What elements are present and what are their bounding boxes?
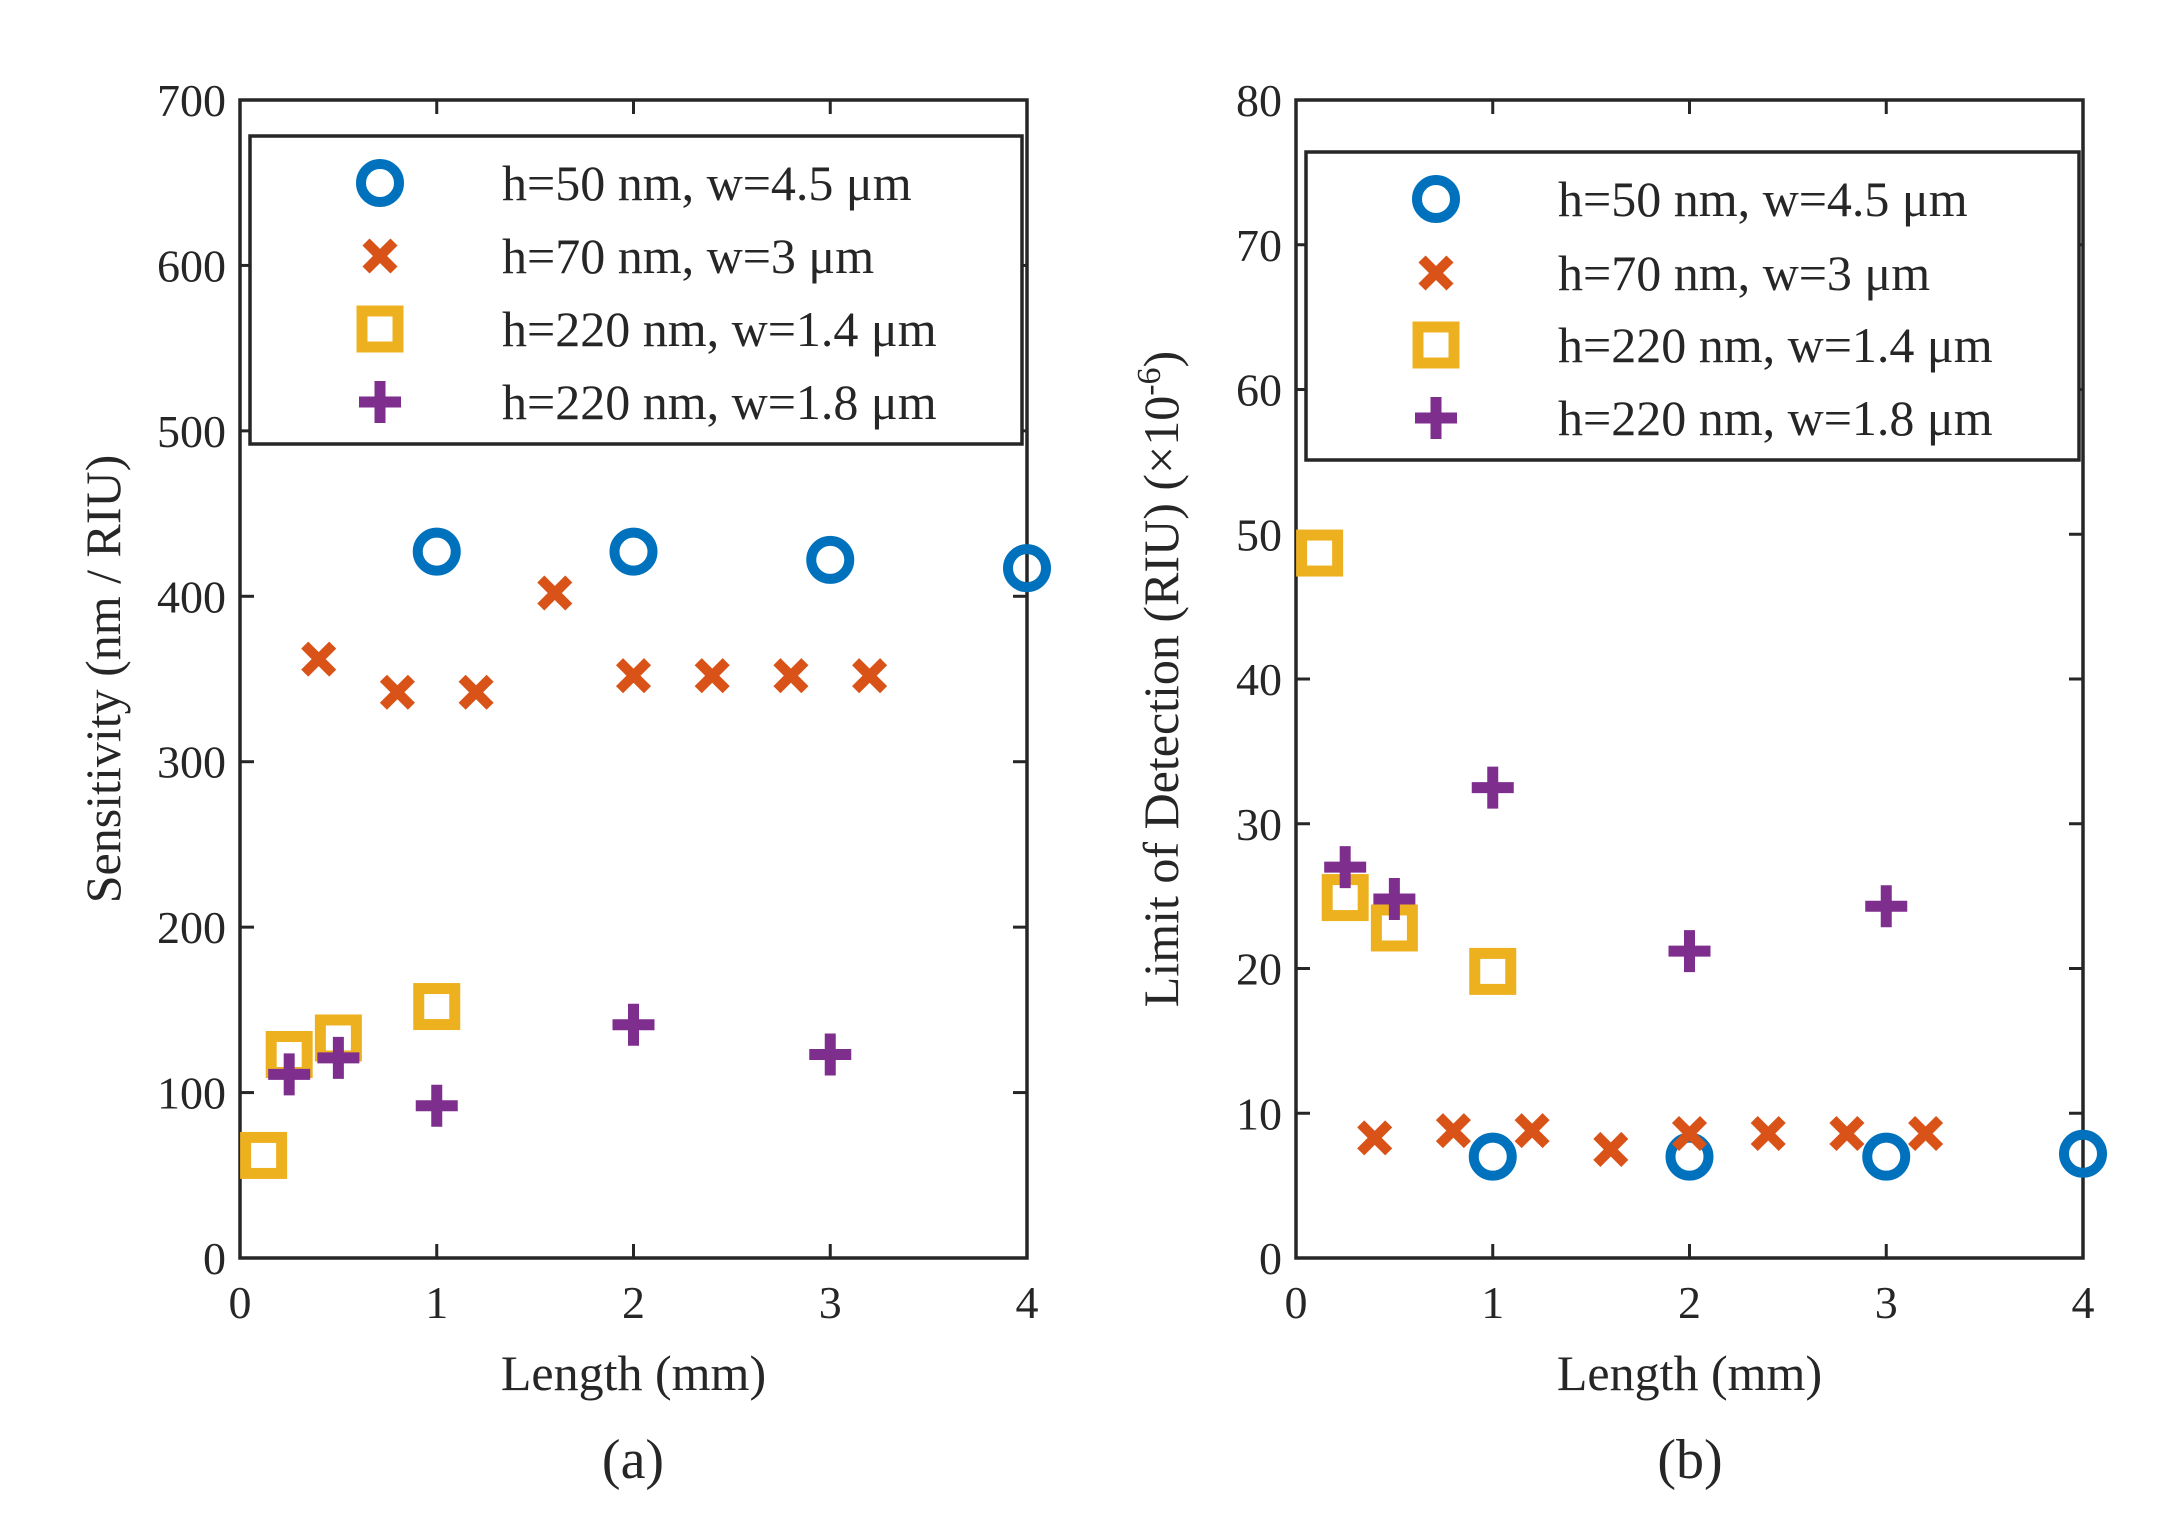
x-tick-label: 2 [1678, 1277, 1701, 1328]
y-tick-label: 80 [1236, 75, 1282, 126]
x-tick-label: 4 [2072, 1277, 2095, 1328]
x-tick-label: 0 [229, 1277, 252, 1328]
series-3-points [240, 983, 461, 1179]
data-point-square [413, 983, 461, 1031]
data-point-square [1469, 947, 1517, 995]
data-point-square [240, 1131, 288, 1179]
legend-marker-square [1412, 321, 1460, 369]
y-axis-label: Sensitivity (nm / RIU) [75, 455, 131, 904]
data-point-x [1435, 1113, 1471, 1149]
legend-entry-label: h=70 nm, w=3 μm [502, 228, 874, 284]
data-point-plus [317, 1036, 360, 1079]
series-2-points [1357, 1113, 1944, 1167]
y-tick-label: 50 [1236, 509, 1282, 560]
legend-marker-plus [1415, 397, 1457, 439]
x-tick-label: 1 [1481, 1277, 1504, 1328]
data-point-circle [412, 527, 461, 576]
y-tick-label: 40 [1236, 654, 1282, 705]
y-axis-label: Limit of Detection (RIU) (×10-6) [1131, 351, 1190, 1007]
legend-entry-label: h=50 nm, w=4.5 μm [502, 155, 912, 211]
data-point-x [458, 674, 494, 710]
x-axis-label: Length (mm) [1557, 1345, 1822, 1401]
legend-marker-plus [359, 381, 401, 423]
x-tick-label: 3 [819, 1277, 842, 1328]
data-point-circle [806, 535, 855, 584]
data-point-x [301, 641, 337, 677]
y-tick-label: 500 [157, 406, 226, 457]
data-point-plus [1471, 766, 1514, 809]
legend-entry-label: h=220 nm, w=1.8 μm [1558, 390, 1993, 446]
data-point-circle [1862, 1132, 1911, 1181]
data-point-x [379, 674, 415, 710]
data-point-x [1750, 1115, 1786, 1152]
chart-panel-a: 0 1 2 3 4 0 100 200 300 400 500 600 700 Length (mm) Se… [75, 75, 1051, 1491]
y-tick-label: 0 [203, 1233, 226, 1284]
data-point-x [537, 575, 573, 611]
y-tick-label: 200 [157, 902, 226, 953]
data-point-x [852, 658, 888, 694]
data-point-plus [809, 1033, 852, 1076]
series-4-points [1324, 766, 1908, 973]
legend-marker-x [1418, 255, 1454, 291]
legend-marker-circle [1412, 175, 1460, 223]
y-tick-label: 400 [157, 571, 226, 622]
data-point-x [615, 658, 652, 694]
data-point-plus [612, 1003, 655, 1046]
data-point-x [1593, 1131, 1629, 1167]
data-point-circle [1468, 1132, 1517, 1181]
data-point-plus [1324, 846, 1367, 889]
legend-marker-square [356, 305, 404, 353]
series-4-points [268, 1003, 852, 1127]
y-tick-label: 60 [1236, 365, 1282, 416]
series-2-points [301, 575, 888, 710]
y-tick-label: 700 [157, 75, 226, 126]
y-tick-label: 600 [157, 240, 226, 291]
series-1-points [1468, 1129, 2107, 1181]
data-point-x [1514, 1113, 1550, 1149]
legend-entry-label: h=220 nm, w=1.4 μm [502, 301, 937, 357]
data-point-plus [1668, 930, 1711, 973]
y-tick-label: 70 [1236, 220, 1282, 271]
x-tick-label: 0 [1285, 1277, 1308, 1328]
y-tick-label: 10 [1236, 1088, 1282, 1139]
data-point-plus [268, 1053, 311, 1096]
legend-entry-label: h=50 nm, w=4.5 μm [1558, 171, 1968, 227]
data-point-plus [1373, 878, 1416, 921]
x-tick-label: 3 [1875, 1277, 1898, 1328]
legend-entry-label: h=220 nm, w=1.4 μm [1558, 317, 1993, 373]
data-point-x [1908, 1115, 1944, 1152]
x-tick-label: 1 [425, 1277, 448, 1328]
data-point-circle [609, 527, 658, 576]
series-3-points [1296, 529, 1517, 995]
y-tick-label: 300 [157, 737, 226, 788]
legend-a: h=50 nm, w=4.5 μm h=70 nm, w=3 μm h=220 nm… [248, 134, 1024, 446]
data-point-square [1296, 529, 1344, 577]
x-axis-label: Length (mm) [501, 1345, 766, 1401]
data-point-x [773, 658, 809, 694]
legend-entry-label: h=70 nm, w=3 μm [1558, 245, 1930, 301]
data-point-circle [2059, 1129, 2107, 1178]
panel-caption: (a) [602, 1429, 664, 1491]
x-tick-label: 2 [622, 1277, 645, 1328]
legend-b: h=50 nm, w=4.5 μm h=70 nm, w=3 μm h=220 nm… [1304, 150, 2081, 462]
data-point-circle [1003, 544, 1051, 593]
y-tick-label: 30 [1236, 799, 1282, 850]
data-point-plus [415, 1084, 458, 1127]
data-point-x [1829, 1115, 1865, 1152]
legend-entry-label: h=220 nm, w=1.8 μm [502, 374, 937, 430]
panel-caption: (b) [1657, 1429, 1722, 1491]
legend-marker-x [362, 238, 398, 274]
x-tick-label: 4 [1016, 1277, 1039, 1328]
y-tick-label: 100 [157, 1068, 226, 1119]
data-point-x [1671, 1115, 1708, 1152]
data-point-x [1357, 1120, 1393, 1156]
data-point-plus [1865, 885, 1908, 928]
y-tick-label: 0 [1259, 1233, 1282, 1284]
legend-marker-circle [356, 159, 404, 207]
series-1-points [412, 527, 1051, 593]
data-point-x [694, 658, 730, 694]
y-tick-label: 20 [1236, 944, 1282, 995]
